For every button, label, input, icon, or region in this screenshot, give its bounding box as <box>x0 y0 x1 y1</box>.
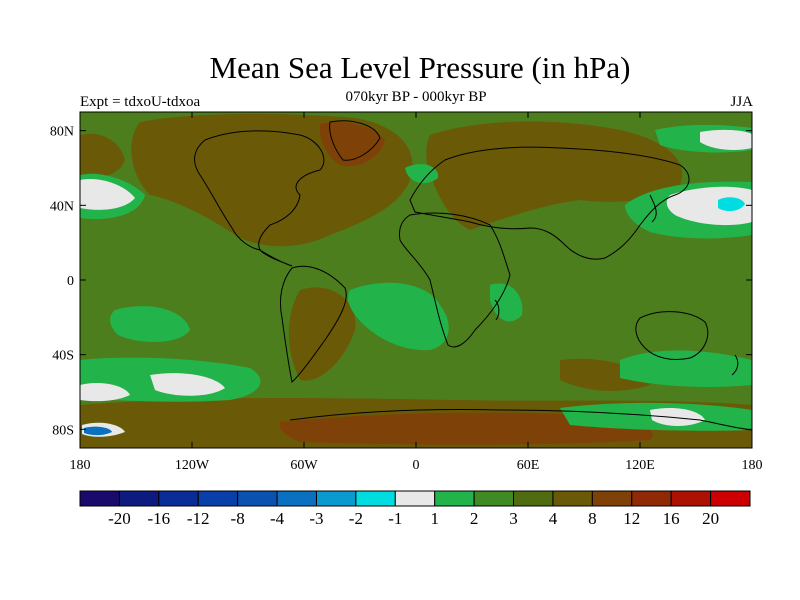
anomaly-region-australia-south <box>620 350 752 388</box>
coastline-europe-asia <box>409 146 690 260</box>
experiment-label: Expt = tdxoU-tdxoa <box>80 94 201 110</box>
colorbar-swatch <box>513 490 554 507</box>
lon-tick-label: 120E <box>625 458 655 473</box>
colorbar-swatch <box>394 490 436 507</box>
colorbar-label: -20 <box>108 509 131 528</box>
colorbar-label: 4 <box>549 509 558 528</box>
anomaly-region-eurasia <box>426 121 683 230</box>
anomaly-region-southeast-indian-grey <box>650 408 705 426</box>
coastline-madagascar <box>494 299 500 321</box>
anomaly-region-east-pacific <box>110 306 190 342</box>
lon-tick-label: 180 <box>742 458 763 473</box>
coastline-japan <box>649 194 657 223</box>
anomaly-region-north-pacific <box>80 133 125 178</box>
colorbar-swatch <box>315 490 357 507</box>
coastline-antarctica <box>289 409 752 431</box>
colorbar-swatch <box>591 490 633 507</box>
colorbar-swatch <box>197 490 239 507</box>
colorbar-label: 1 <box>430 509 439 528</box>
pressure-anomaly-fills <box>80 113 752 448</box>
anomaly-region-south-atlantic <box>347 282 449 351</box>
anomaly-region-arctic-grey <box>700 129 752 150</box>
colorbar-label: 2 <box>470 509 479 528</box>
coastlines <box>194 120 752 431</box>
colorbar-label: -3 <box>309 509 323 528</box>
colorbar-label: 16 <box>663 509 680 528</box>
season-label: JJA <box>730 94 753 110</box>
anomaly-region-south-pacific-grey <box>150 373 225 396</box>
colorbar-label: -16 <box>147 509 170 528</box>
lon-tick-label: 0 <box>413 458 420 473</box>
colorbar-label: 20 <box>702 509 719 528</box>
coastline-south-america <box>279 265 347 383</box>
colorbar-swatch <box>434 490 475 507</box>
anomaly-region-ross-sea-blue <box>84 426 112 436</box>
colorbar-label: -2 <box>349 509 363 528</box>
colorbar-swatch <box>118 490 160 507</box>
colorbar-swatch <box>473 490 515 507</box>
colorbar-label: -4 <box>270 509 285 528</box>
lat-tick-label: 0 <box>67 274 74 289</box>
map-title: Mean Sea Level Pressure (in hPa) <box>209 50 631 85</box>
colorbar-swatch <box>355 490 396 507</box>
lat-tick-label: 40N <box>50 199 74 214</box>
colorbar-label: 12 <box>623 509 640 528</box>
anomaly-region-north-pacific-grey <box>80 179 135 210</box>
anomaly-region-northwest-pacific-grey <box>666 186 752 226</box>
colorbar-swatch <box>276 490 317 507</box>
lat-tick-label: 80N <box>50 125 74 140</box>
lon-tick-label: 60E <box>517 458 540 473</box>
lon-tick-label: 180 <box>70 458 91 473</box>
anomaly-region-northwest-pacific-cyan <box>718 197 745 212</box>
colorbar-swatch <box>552 490 593 507</box>
axis-ticks: 80N 40N 0 40S 80S 180 120W 60W 0 60E 120E 180 <box>50 112 763 473</box>
colorbar-label: -1 <box>388 509 402 528</box>
lon-tick-label: 120W <box>175 458 210 473</box>
map-plot-area: 80N 40N 0 40S 80S 180 120W 60W 0 60E 120E 180 <box>50 111 763 473</box>
lat-tick-label: 80S <box>52 423 74 438</box>
colorbar-label: -12 <box>187 509 210 528</box>
colorbar-label: -8 <box>231 509 245 528</box>
colorbar-swatch <box>710 490 751 507</box>
colorbar: -20 -16 -12 -8 -4 -3 -2 -1 1 2 3 4 8 12 16 20 <box>79 490 751 528</box>
map-subtitle: 070kyr BP - 000kyr BP <box>345 89 487 105</box>
anomaly-region-indian-ocean <box>560 358 650 392</box>
anomaly-region-antarctica <box>279 412 653 445</box>
coastline-australia <box>635 311 709 361</box>
coastline-greenland <box>329 120 381 161</box>
lat-tick-label: 40S <box>52 349 74 364</box>
colorbar-swatch <box>237 490 278 507</box>
anomaly-region-south-america <box>288 287 356 381</box>
colorbar-label: 8 <box>588 509 597 528</box>
anomaly-region-greenland <box>319 121 385 167</box>
anomaly-region-south-indian <box>490 283 523 322</box>
colorbar-label: 3 <box>509 509 518 528</box>
coastline-new-zealand <box>731 354 739 376</box>
lon-tick-label: 60W <box>290 458 318 473</box>
anomaly-region-north-atlantic <box>405 164 439 184</box>
anomaly-region-southwest-pacific-grey <box>80 383 130 402</box>
coastline-africa <box>399 212 511 348</box>
colorbar-swatch <box>670 490 712 507</box>
colorbar-swatch <box>158 490 199 507</box>
coastline-north-america <box>194 130 325 267</box>
colorbar-swatch <box>631 490 672 507</box>
colorbar-swatch <box>79 490 120 507</box>
